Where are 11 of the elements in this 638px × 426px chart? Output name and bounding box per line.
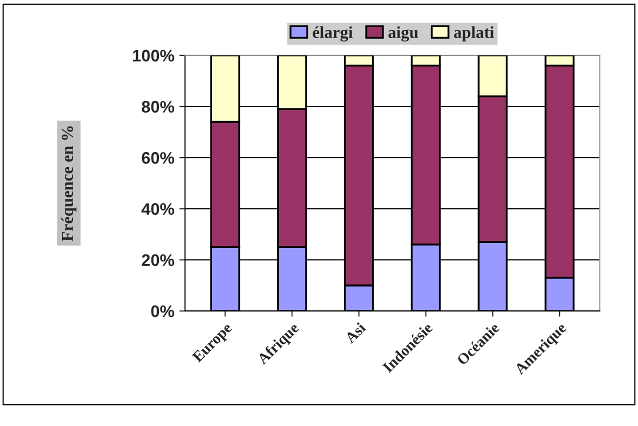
- legend-label: aplati: [454, 26, 494, 42]
- y-tick-label: 60%: [142, 152, 174, 164]
- y-tick-label: 40%: [142, 203, 174, 215]
- y-axis-title: Fréquence en %: [61, 126, 76, 242]
- y-tick-label: 0%: [151, 305, 174, 318]
- y-tick-label: 20%: [142, 254, 174, 266]
- legend-label: élargi: [312, 26, 353, 42]
- y-tick-label: 100%: [133, 50, 174, 62]
- legend-label: aigu: [388, 26, 418, 42]
- x-tick-label: Asi: [344, 322, 366, 344]
- y-tick-label: 80%: [142, 100, 174, 113]
